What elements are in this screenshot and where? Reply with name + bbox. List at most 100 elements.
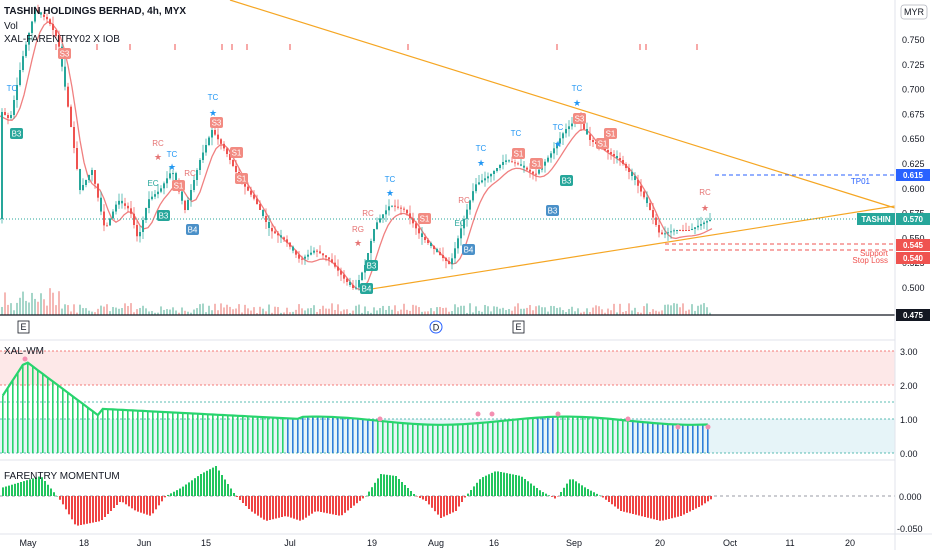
signal-badge[interactable] <box>560 175 573 186</box>
wm-bar <box>547 417 549 453</box>
signal-badge[interactable] <box>10 128 23 139</box>
candle-body <box>457 238 459 249</box>
signal-badge[interactable] <box>230 147 243 158</box>
wm-bar <box>672 424 674 453</box>
candle-body <box>505 160 507 162</box>
momentum-bar <box>680 496 682 516</box>
momentum-bar <box>632 496 634 514</box>
candle-body <box>556 143 558 149</box>
signal-badge[interactable] <box>210 117 223 128</box>
indicator-label[interactable]: XAL-FARENTRY02 X IOB <box>4 34 120 45</box>
signal-badge[interactable] <box>512 148 525 159</box>
wm-line[interactable] <box>1 361 708 426</box>
signal-badge[interactable] <box>604 128 617 139</box>
candle-body <box>373 229 375 241</box>
wm-peak-dot <box>555 411 561 417</box>
wm-bar <box>162 411 164 453</box>
momentum-bar <box>551 496 553 497</box>
signal-badge[interactable] <box>596 138 609 149</box>
upper-trendline[interactable] <box>229 0 896 209</box>
momentum-bar <box>461 496 463 502</box>
momentum-bar <box>374 482 376 496</box>
price-tick: 0.500 <box>902 283 925 293</box>
signal-badge[interactable] <box>58 48 71 59</box>
signal-badge[interactable] <box>360 283 373 294</box>
candle-body <box>685 230 687 231</box>
wm-panel-label[interactable]: XAL-WM <box>4 346 44 357</box>
volume-bar <box>283 312 285 315</box>
volume-label[interactable]: Vol <box>4 21 18 32</box>
candle-body <box>409 213 411 219</box>
momentum-bar <box>29 479 31 496</box>
volume-level-tag[interactable] <box>896 309 930 321</box>
momentum-bar <box>617 496 619 509</box>
event-marker-dividend[interactable]: D <box>433 323 440 333</box>
stop-loss-price-tag[interactable] <box>896 252 930 264</box>
event-markers[interactable]: E D E <box>17 320 525 334</box>
volume-bar <box>694 310 696 315</box>
event-marker-earnings-1[interactable]: E <box>20 322 26 332</box>
wm-bar <box>237 415 239 453</box>
wm-bar <box>507 420 509 453</box>
symbol-price-tag[interactable] <box>857 213 895 225</box>
time-axis[interactable]: May 18 Jun 15 Jul 19 Aug 16 Sep 20 Oct 11 20 <box>19 538 855 548</box>
signal-badge[interactable] <box>235 173 248 184</box>
wm-bar <box>412 423 414 453</box>
last-price-tag[interactable] <box>896 213 930 225</box>
volume-bar <box>79 304 81 315</box>
volume-bar <box>145 308 147 315</box>
lower-trendline[interactable] <box>364 205 896 291</box>
volume-bar <box>391 309 393 315</box>
wm-bar <box>477 423 479 453</box>
momentum-bar <box>182 486 184 496</box>
candle-body <box>493 171 495 174</box>
volume-bar <box>376 310 378 315</box>
candle-body <box>295 250 297 255</box>
candle-body <box>706 221 708 223</box>
time-tick: Jul <box>284 538 296 548</box>
momentum-bar <box>659 496 661 521</box>
wm-bar <box>592 417 594 453</box>
volume-bar <box>7 304 9 315</box>
candle-body <box>202 152 204 160</box>
candle-body <box>289 242 291 247</box>
signal-badge[interactable] <box>172 180 185 191</box>
volume-bar <box>598 306 600 315</box>
momentum-bar <box>194 478 196 496</box>
momentum-bar <box>77 496 79 526</box>
candle-body <box>115 204 117 212</box>
signal-badge[interactable] <box>157 210 170 221</box>
signal-badge[interactable] <box>186 224 199 235</box>
tp-price-tag[interactable] <box>896 169 930 181</box>
momentum-bar <box>653 496 655 520</box>
momentum-bar <box>641 496 643 517</box>
momentum-panel-label[interactable]: FARENTRY MOMENTUM <box>4 471 120 482</box>
currency-badge[interactable] <box>900 4 928 20</box>
volume-bar <box>439 306 441 315</box>
candle-body <box>514 162 516 164</box>
volume-bar <box>91 311 93 315</box>
signal-badge[interactable] <box>573 113 586 124</box>
candle-body <box>214 130 216 135</box>
wm-bar <box>267 417 269 453</box>
volume-bar <box>562 310 564 315</box>
wm-bar <box>427 424 429 453</box>
signal-badge[interactable] <box>462 244 475 255</box>
signal-badge[interactable] <box>530 158 543 169</box>
signal-badge[interactable] <box>546 205 559 216</box>
signal-badge[interactable] <box>418 213 431 224</box>
momentum-bar <box>422 496 424 500</box>
volume-bar <box>112 306 114 315</box>
event-marker-earnings-2[interactable]: E <box>515 322 521 332</box>
signal-badge[interactable] <box>365 260 378 271</box>
candle-body <box>205 145 207 153</box>
price-tick: 0.550 <box>902 233 925 243</box>
momentum-bar <box>368 491 370 496</box>
volume-bar <box>496 306 498 315</box>
support-price-tag[interactable] <box>896 239 930 251</box>
wm-peak-dot <box>489 411 495 417</box>
candle-body <box>172 173 174 175</box>
momentum-bar <box>167 494 169 496</box>
wm-bar <box>622 420 624 453</box>
